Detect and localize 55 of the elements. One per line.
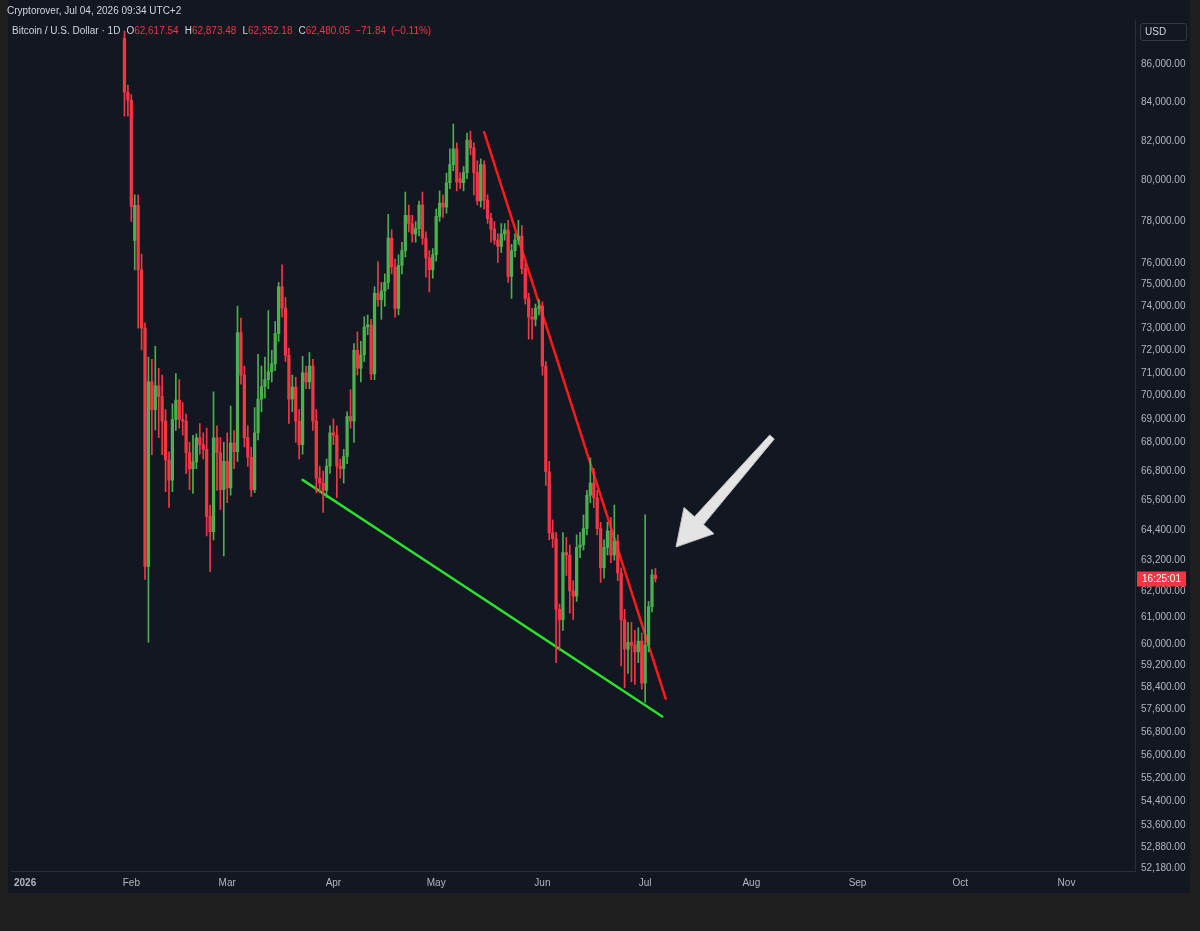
y-tick-label: 71,000.00 xyxy=(1141,366,1186,378)
x-tick-label: Apr xyxy=(325,876,342,888)
x-tick-label: Nov xyxy=(1057,876,1076,888)
y-tick-label: 70,000.00 xyxy=(1141,389,1186,401)
y-tick-label: 82,000.00 xyxy=(1141,134,1186,146)
candlestick xyxy=(198,423,202,455)
candlestick xyxy=(191,434,195,494)
candlestick xyxy=(232,430,236,469)
candlestick xyxy=(441,194,445,218)
y-tick-label: 59,200.00 xyxy=(1141,659,1186,671)
y-tick-label: 52,180.00 xyxy=(1141,862,1186,874)
x-tick-label: Jul xyxy=(638,876,652,888)
candlestick xyxy=(321,470,325,513)
y-tick-label: 63,200.00 xyxy=(1141,553,1186,565)
text: Cryptorover, Jul 04, 2026 09:34 UTC+2 xyxy=(7,5,182,17)
y-tick-label: 80,000.00 xyxy=(1141,174,1186,186)
x-tick-label: Mar xyxy=(218,876,237,888)
candlestick xyxy=(643,514,647,703)
y-tick-label: 57,600.00 xyxy=(1141,703,1186,715)
y-tick-label: 84,000.00 xyxy=(1141,95,1186,107)
y-tick-label: 65,600.00 xyxy=(1141,493,1186,505)
x-tick-label: Aug xyxy=(742,876,761,888)
y-tick-label: 64,400.00 xyxy=(1141,523,1186,535)
x-tick-label: Jun xyxy=(534,876,551,888)
y-tick-label: 72,000.00 xyxy=(1141,344,1186,356)
y-tick-label: 61,000.00 xyxy=(1141,610,1186,622)
y-tick-label: 55,200.00 xyxy=(1141,771,1186,783)
y-tick-label: 86,000.00 xyxy=(1141,58,1186,70)
y-tick-label: 68,000.00 xyxy=(1141,436,1186,448)
y-axis-title: USD xyxy=(1140,23,1187,41)
candlestick xyxy=(626,622,630,674)
candlestick xyxy=(376,261,380,307)
x-tick-label: Feb xyxy=(122,876,141,888)
y-tick-label: 53,600.00 xyxy=(1141,819,1186,831)
x-tick-label: May xyxy=(426,876,446,888)
y-tick-label: 78,000.00 xyxy=(1141,215,1186,227)
y-tick-label: 75,000.00 xyxy=(1141,278,1186,290)
y-tick-label: 62,000.00 xyxy=(1141,584,1186,596)
y-tick-label: 54,400.00 xyxy=(1141,795,1186,807)
y-tick-label: 52,880.00 xyxy=(1141,840,1186,852)
text: Bitcoin / U.S. Dollar · 1D xyxy=(12,25,121,36)
text: 16:25:01 xyxy=(1142,572,1182,584)
y-tick-label: 56,800.00 xyxy=(1141,725,1186,737)
x-tick-label: Sep xyxy=(848,876,867,888)
y-tick-label: 69,000.00 xyxy=(1141,412,1186,424)
y-tick-label: 76,000.00 xyxy=(1141,257,1186,269)
y-tick-label: 56,000.00 xyxy=(1141,748,1186,760)
y-tick-label: 58,400.00 xyxy=(1141,681,1186,693)
x-tick-label: 2026 xyxy=(14,876,37,888)
y-tick-label: 66,800.00 xyxy=(1141,464,1186,476)
x-tick-label: Oct xyxy=(952,876,969,888)
y-tick-label: 74,000.00 xyxy=(1141,299,1186,311)
y-tick-label: 60,000.00 xyxy=(1141,637,1186,649)
text: O62,617.54 H62,873.48 L62,352.18 C62,480.05 −71.84 (−0.11%) xyxy=(126,25,432,36)
y-tick-label: 73,000.00 xyxy=(1141,321,1186,333)
